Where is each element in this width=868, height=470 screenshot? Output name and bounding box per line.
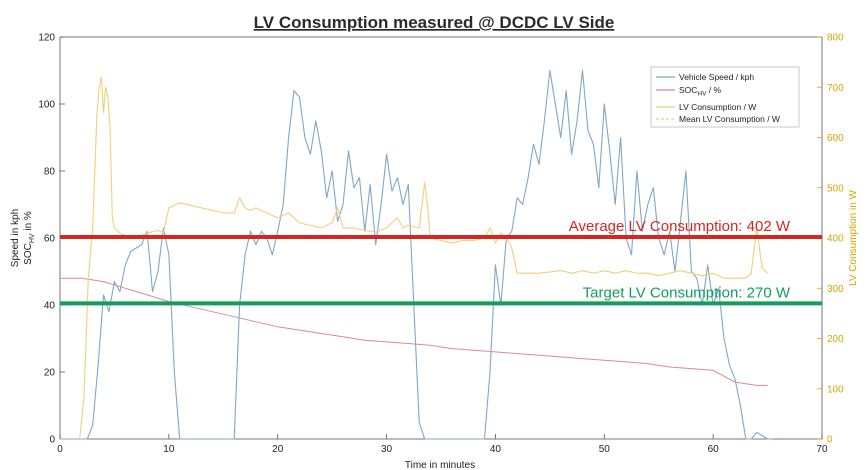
right-tick-label: 200	[827, 334, 844, 345]
reference-lines	[60, 234, 822, 306]
chart-title: LV Consumption measured @ DCDC LV Side	[254, 13, 615, 32]
right-tick-label: 100	[827, 384, 844, 395]
x-tick-label: 50	[599, 444, 611, 455]
legend-label-speed: Vehicle Speed / kph	[679, 72, 754, 82]
left-tick-label: 60	[44, 234, 56, 245]
average-annotation: Average LV Consumption: 402 W	[569, 218, 791, 235]
left-axis-label: Speed in kph SOCHV in %	[10, 209, 36, 267]
target-annotation: Target LV Consumption: 270 W	[583, 284, 791, 301]
x-tick-label: 60	[708, 444, 720, 455]
series-lv-consumption	[79, 76, 768, 440]
legend-label-lv: LV Consumption / W	[679, 102, 756, 112]
right-tick-label: 700	[827, 83, 844, 94]
legend-label-soc: SOCHV / %	[679, 85, 722, 98]
right-axis-label: LV Consumption in W	[848, 189, 859, 286]
legend: Vehicle Speed / kph SOCHV / % LV Consump…	[650, 66, 800, 128]
right-tick-label: 0	[827, 435, 833, 446]
right-tick-label: 500	[827, 183, 844, 194]
x-axis: 0 10 20 30 40 50 60 70	[57, 434, 828, 455]
series-speed	[60, 69, 773, 440]
right-tick-label: 600	[827, 133, 844, 144]
right-tick-label: 300	[827, 284, 844, 295]
left-tick-label: 40	[44, 301, 56, 312]
x-tick-label: 10	[163, 444, 175, 455]
x-tick-label: 0	[57, 444, 63, 455]
left-tick-label: 120	[38, 33, 55, 44]
left-tick-label: 20	[44, 368, 56, 379]
right-tick-label: 800	[827, 33, 844, 44]
right-tick-label: 400	[827, 234, 844, 245]
left-tick-label: 100	[38, 100, 55, 111]
x-tick-label: 40	[490, 444, 502, 455]
left-tick-label: 80	[44, 167, 56, 178]
x-tick-label: 20	[272, 444, 284, 455]
left-tick-label: 0	[49, 435, 55, 446]
legend-label-mean: Mean LV Consumption / W	[679, 114, 780, 124]
right-axis: 0 100 200 300 400 500 600 700 800	[817, 33, 844, 446]
legend-box	[650, 66, 800, 128]
x-tick-label: 30	[381, 444, 393, 455]
x-tick-label: 70	[816, 444, 828, 455]
left-axis-label-line2: SOCHV in %	[23, 211, 36, 265]
x-axis-label: Time in minutes	[405, 460, 475, 470]
left-axis: 0 20 40 60 80 100 120	[38, 33, 65, 446]
left-axis-label-line1: Speed in kph	[10, 209, 21, 267]
